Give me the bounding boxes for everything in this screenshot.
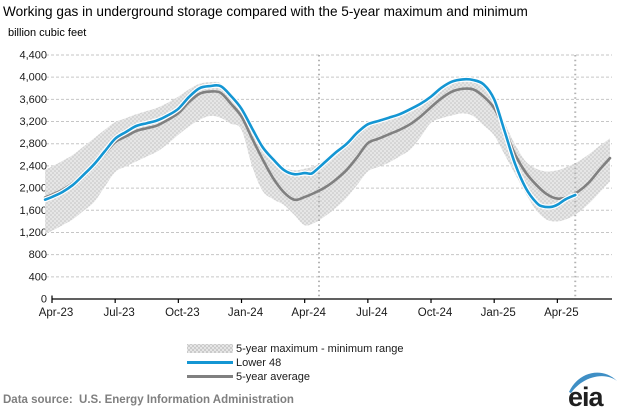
- plot-area: 0 400 800 1,200 1,600 2,000 2,400 2,800 3,200 3,6…: [19, 50, 612, 319]
- chart-title: Working gas in underground storage compa…: [3, 4, 528, 19]
- eia-logo: eia: [568, 372, 617, 410]
- data-source-note: Data source: U.S. Energy Information Adm…: [3, 394, 294, 406]
- x-tick-label: Jan-25: [481, 307, 516, 319]
- legend-item-2: 5-year average: [187, 370, 403, 383]
- y-tick-label: 3,200: [19, 116, 47, 128]
- five-year-range-band: [45, 78, 611, 235]
- y-tick-label: 800: [29, 249, 47, 261]
- line-swatch-icon: [187, 361, 233, 364]
- y-tick-label: 1,200: [19, 227, 47, 239]
- legend-label: 5-year average: [236, 370, 310, 383]
- y-tick-label: 2,800: [19, 138, 47, 150]
- legend-item-1: Lower 48: [187, 356, 403, 369]
- eia-logo-swoosh-icon: [569, 372, 617, 393]
- chart-legend: 5-year maximum - minimum range Lower 48 5-…: [187, 342, 403, 383]
- y-tick-label: 4,400: [19, 50, 47, 62]
- y-tick-label: 3,600: [19, 94, 47, 106]
- band-swatch-icon: [187, 344, 233, 353]
- x-tick-label: Oct-24: [418, 307, 453, 319]
- y-axis-unit-label: billion cubic feet: [8, 27, 87, 39]
- x-tick-label: Oct-23: [165, 307, 200, 319]
- x-tick-label: Apr-25: [544, 307, 579, 319]
- y-tick-label: 2,000: [19, 183, 47, 195]
- y-tick-label: 4,000: [19, 72, 47, 84]
- x-tick-label: Apr-23: [39, 307, 74, 319]
- x-tick-label: Jan-24: [228, 307, 264, 319]
- y-tick-label: 0: [41, 294, 47, 306]
- y-tick-label: 1,600: [19, 205, 47, 217]
- x-tick-label: Apr-24: [291, 307, 326, 319]
- x-tick-label: Jul-24: [356, 307, 388, 319]
- y-tick-label: 400: [29, 271, 47, 283]
- lower48-line: [43, 77, 577, 209]
- y-tick-label: 2,400: [19, 160, 47, 172]
- eia-logo-text: eia: [568, 382, 605, 410]
- legend-label: Lower 48: [236, 356, 282, 369]
- x-tick-label: Jul-23: [104, 307, 135, 319]
- line-swatch-icon: [187, 375, 233, 378]
- five-year-average-line: [43, 87, 612, 202]
- legend-item-0: 5-year maximum - minimum range: [187, 342, 403, 355]
- legend-label: 5-year maximum - minimum range: [236, 342, 404, 355]
